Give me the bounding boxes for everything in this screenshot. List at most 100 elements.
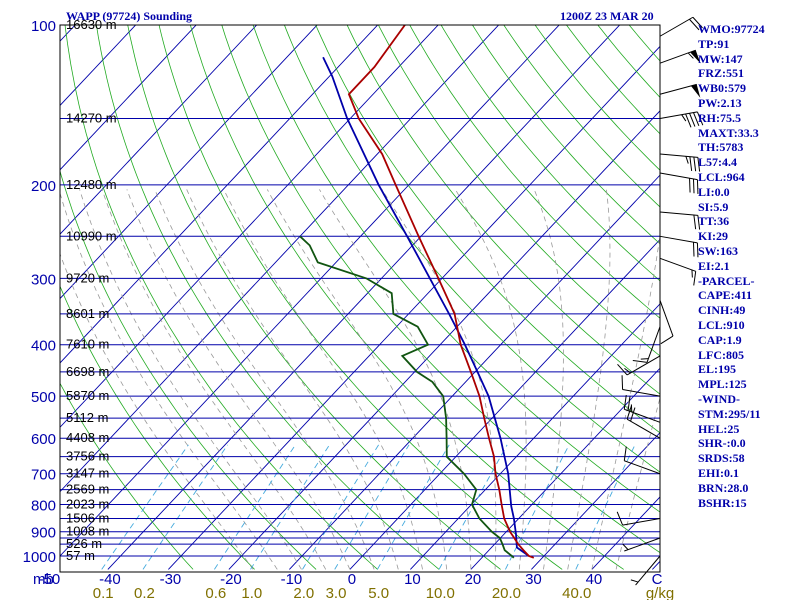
dry-adiabat xyxy=(315,25,660,434)
barb-staff xyxy=(624,408,661,423)
index-item: -PARCEL- xyxy=(698,273,755,288)
mixing-ratio-line xyxy=(214,444,296,570)
moist-adiabat xyxy=(567,189,611,570)
index-item: SRDS:58 xyxy=(698,451,745,466)
barb-staff xyxy=(659,153,698,158)
barb-feather xyxy=(632,359,648,363)
barb-feather xyxy=(696,179,699,194)
moist-adiabat xyxy=(60,252,254,570)
height-label: 10990 m xyxy=(66,228,117,243)
index-item: LCL:964 xyxy=(698,169,745,184)
height-label: 6698 m xyxy=(66,364,109,379)
moist-adiabat xyxy=(266,189,448,570)
barb-staff xyxy=(659,235,698,244)
wind-barb xyxy=(659,300,674,345)
dry-adiabat xyxy=(283,25,660,473)
wind-barb xyxy=(622,537,661,552)
pressure-label: 100 xyxy=(31,18,56,35)
barb-staff xyxy=(659,49,696,64)
temperature-label: 0 xyxy=(348,571,356,588)
index-item: SW:163 xyxy=(698,243,739,258)
index-item: LI:0.0 xyxy=(698,184,730,199)
temperature-label: -40 xyxy=(99,571,121,588)
index-item: CAP:1.9 xyxy=(698,332,742,347)
temperature-label: -50 xyxy=(39,571,61,588)
barb-feather xyxy=(696,111,704,126)
index-item: -WIND- xyxy=(698,391,740,406)
barb-feather xyxy=(626,405,632,420)
dry-adiabat xyxy=(409,25,660,319)
dry-adiabat xyxy=(64,25,378,570)
height-label: 526 m xyxy=(66,536,102,551)
temperature-label: -30 xyxy=(160,571,182,588)
barb-feather xyxy=(685,156,689,164)
height-label: 14270 m xyxy=(66,111,117,126)
barb-staff xyxy=(626,355,661,376)
height-label: 2569 m xyxy=(66,482,109,497)
barb-pennant xyxy=(690,50,701,64)
barb-feather xyxy=(621,375,624,390)
index-item: WMO:97724 xyxy=(698,22,765,36)
wind-barb xyxy=(621,375,661,397)
isotherm xyxy=(60,25,318,300)
mixing-ratio-label: 5.0 xyxy=(368,585,389,600)
barb-feather xyxy=(697,157,701,172)
height-label: 1008 m xyxy=(66,524,109,539)
moist-adiabat xyxy=(591,233,660,570)
pressure-label: 700 xyxy=(31,467,56,484)
wind-barb xyxy=(616,511,661,526)
dry-adiabat xyxy=(60,285,255,570)
moist-adiabat xyxy=(319,189,472,570)
barb-feather xyxy=(616,511,624,526)
wind-barb xyxy=(632,326,661,363)
mixing-ratio-line xyxy=(250,444,330,570)
temperature-profile xyxy=(347,25,535,559)
mixing-ratio-line xyxy=(334,444,410,570)
dry-adiabat xyxy=(60,382,194,570)
barb-feather xyxy=(696,242,699,258)
mixing-ratio-line xyxy=(504,444,570,570)
barb-feather xyxy=(689,113,696,127)
mixing-ratio-label: 20.0 xyxy=(492,585,521,600)
barb-feather xyxy=(692,178,695,194)
index-item: BRN:28.0 xyxy=(698,480,749,495)
pressure-label: 200 xyxy=(31,178,56,195)
moist-adiabat xyxy=(60,191,278,570)
pressure-label: 900 xyxy=(31,525,56,542)
dry-adiabat xyxy=(189,25,624,570)
pressure-label: 800 xyxy=(31,498,56,515)
barb-feather xyxy=(689,18,700,31)
dry-adiabat xyxy=(346,25,660,395)
dry-adiabat xyxy=(60,169,317,570)
mixing-ratio-label: 1.0 xyxy=(241,585,262,600)
height-label: 12480 m xyxy=(66,177,117,192)
barb-staff xyxy=(659,83,697,95)
barb-staff xyxy=(659,257,696,272)
station-title: WAPP (97724) Sounding xyxy=(66,9,193,23)
mixing-ratio-line xyxy=(142,444,228,570)
isotherm xyxy=(107,25,621,570)
isotherm xyxy=(349,238,660,570)
index-item: STM:295/11 xyxy=(698,406,761,421)
wind-barb xyxy=(659,16,703,37)
barb-staff xyxy=(659,111,698,119)
barb-feather xyxy=(692,16,703,29)
isotherm xyxy=(60,25,197,171)
mixing-ratio-line xyxy=(575,444,636,570)
barb-staff xyxy=(624,460,661,475)
height-label: 57 m xyxy=(66,548,95,563)
index-item: RH:75.5 xyxy=(698,110,741,125)
barb-feather xyxy=(630,407,636,422)
mixing-ratio-label: 10.0 xyxy=(426,585,455,600)
index-item: EL:195 xyxy=(698,362,737,377)
mixing-ratio-line xyxy=(101,444,189,570)
barb-feather xyxy=(681,114,687,122)
barb-staff xyxy=(622,389,661,397)
barb-feather xyxy=(622,543,629,550)
height-label: 5870 m xyxy=(66,388,109,403)
barb-feather xyxy=(623,395,627,410)
wind-barb xyxy=(659,172,699,194)
index-item: WB0:579 xyxy=(698,81,746,96)
mixing-ratio-line xyxy=(377,444,450,570)
